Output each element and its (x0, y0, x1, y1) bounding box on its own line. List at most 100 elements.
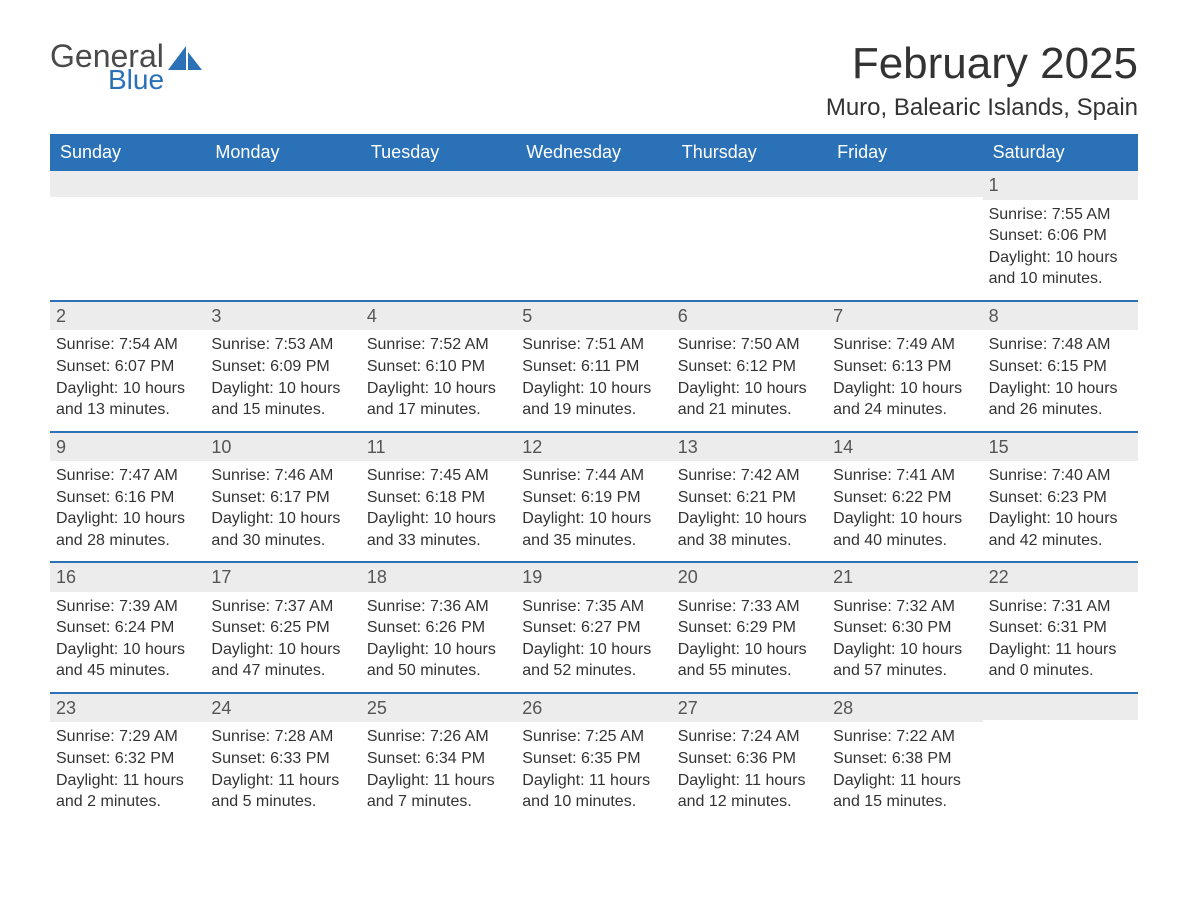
sunset-value: 6:27 PM (581, 619, 641, 636)
sunset-value: 6:24 PM (115, 619, 175, 636)
daylight: Daylight: 10 hours and 15 minutes. (211, 378, 354, 421)
sunrise-label: Sunrise: (522, 598, 585, 615)
sunset-value: 6:06 PM (1047, 227, 1107, 244)
sunset: Sunset: 6:23 PM (989, 487, 1132, 509)
day-number: 15 (983, 433, 1138, 461)
sunset: Sunset: 6:11 PM (522, 356, 665, 378)
sunrise: Sunrise: 7:54 AM (56, 334, 199, 356)
daylight-label: Daylight: (367, 641, 434, 658)
sunrise: Sunrise: 7:25 AM (522, 726, 665, 748)
daylight: Daylight: 10 hours and 26 minutes. (989, 378, 1132, 421)
sunset-value: 6:30 PM (892, 619, 952, 636)
sunset-label: Sunset: (678, 619, 737, 636)
daylight: Daylight: 10 hours and 52 minutes. (522, 639, 665, 682)
sunrise-label: Sunrise: (522, 728, 585, 745)
sunrise-label: Sunrise: (56, 467, 119, 484)
sunrise-value: 7:52 AM (430, 336, 489, 353)
sunset-label: Sunset: (56, 489, 115, 506)
sunset-label: Sunset: (367, 489, 426, 506)
logo-blue: Blue (108, 66, 164, 94)
sunrise-label: Sunrise: (522, 336, 585, 353)
daylight: Daylight: 10 hours and 35 minutes. (522, 508, 665, 551)
sunrise-label: Sunrise: (678, 467, 741, 484)
sunset-value: 6:33 PM (270, 750, 330, 767)
daylight: Daylight: 11 hours and 0 minutes. (989, 639, 1132, 682)
sunset-label: Sunset: (678, 489, 737, 506)
day-number (827, 171, 982, 197)
daylight-label: Daylight: (211, 641, 278, 658)
sunrise-label: Sunrise: (522, 467, 585, 484)
sunrise-value: 7:37 AM (275, 598, 334, 615)
day-number: 5 (516, 302, 671, 330)
sunset-label: Sunset: (211, 489, 270, 506)
sunset-label: Sunset: (56, 750, 115, 767)
day-number: 13 (672, 433, 827, 461)
day-number: 10 (205, 433, 360, 461)
daylight-label: Daylight: (833, 380, 900, 397)
sunset-label: Sunset: (833, 489, 892, 506)
sunrise-label: Sunrise: (678, 598, 741, 615)
sunset-value: 6:34 PM (426, 750, 486, 767)
day-number: 1 (983, 171, 1138, 199)
sunrise: Sunrise: 7:22 AM (833, 726, 976, 748)
sunrise: Sunrise: 7:48 AM (989, 334, 1132, 356)
sunset: Sunset: 6:29 PM (678, 617, 821, 639)
sunset-value: 6:31 PM (1047, 619, 1107, 636)
sunrise-value: 7:31 AM (1052, 598, 1111, 615)
day-number (516, 171, 671, 197)
sunset: Sunset: 6:09 PM (211, 356, 354, 378)
title-block: February 2025 Muro, Balearic Islands, Sp… (826, 40, 1138, 122)
empty-cell (516, 171, 671, 300)
day-number: 26 (516, 694, 671, 722)
sunset: Sunset: 6:19 PM (522, 487, 665, 509)
day-number: 23 (50, 694, 205, 722)
sunrise: Sunrise: 7:35 AM (522, 596, 665, 618)
daylight-label: Daylight: (56, 510, 123, 527)
daylight: Daylight: 11 hours and 7 minutes. (367, 770, 510, 813)
sunset: Sunset: 6:10 PM (367, 356, 510, 378)
sunset-label: Sunset: (211, 358, 270, 375)
day-cell: 9Sunrise: 7:47 AMSunset: 6:16 PMDaylight… (50, 433, 205, 562)
sunset-label: Sunset: (367, 619, 426, 636)
daylight-label: Daylight: (56, 380, 123, 397)
week-row: 23Sunrise: 7:29 AMSunset: 6:32 PMDayligh… (50, 692, 1138, 823)
day-cell: 20Sunrise: 7:33 AMSunset: 6:29 PMDayligh… (672, 563, 827, 692)
day-number: 9 (50, 433, 205, 461)
day-cell: 3Sunrise: 7:53 AMSunset: 6:09 PMDaylight… (205, 302, 360, 431)
sunset: Sunset: 6:36 PM (678, 748, 821, 770)
dow-cell: Wednesday (516, 134, 671, 171)
sunrise: Sunrise: 7:37 AM (211, 596, 354, 618)
sunrise: Sunrise: 7:45 AM (367, 465, 510, 487)
sunrise-value: 7:26 AM (430, 728, 489, 745)
dow-row: SundayMondayTuesdayWednesdayThursdayFrid… (50, 134, 1138, 171)
calendar: SundayMondayTuesdayWednesdayThursdayFrid… (50, 134, 1138, 822)
sunrise-value: 7:40 AM (1052, 467, 1111, 484)
sunset-label: Sunset: (678, 750, 737, 767)
sunrise-value: 7:42 AM (741, 467, 800, 484)
sunrise: Sunrise: 7:53 AM (211, 334, 354, 356)
sunset: Sunset: 6:30 PM (833, 617, 976, 639)
daylight-label: Daylight: (833, 510, 900, 527)
day-cell: 4Sunrise: 7:52 AMSunset: 6:10 PMDaylight… (361, 302, 516, 431)
sunset-value: 6:10 PM (426, 358, 486, 375)
day-number: 24 (205, 694, 360, 722)
sunset-label: Sunset: (211, 619, 270, 636)
sunrise-value: 7:28 AM (275, 728, 334, 745)
daylight: Daylight: 10 hours and 40 minutes. (833, 508, 976, 551)
sunrise: Sunrise: 7:55 AM (989, 204, 1132, 226)
sunrise-label: Sunrise: (989, 206, 1052, 223)
sunrise-label: Sunrise: (367, 728, 430, 745)
sunset: Sunset: 6:32 PM (56, 748, 199, 770)
day-cell: 19Sunrise: 7:35 AMSunset: 6:27 PMDayligh… (516, 563, 671, 692)
sunset-label: Sunset: (367, 358, 426, 375)
daylight-label: Daylight: (367, 510, 434, 527)
sunset: Sunset: 6:26 PM (367, 617, 510, 639)
sunrise: Sunrise: 7:39 AM (56, 596, 199, 618)
dow-cell: Friday (827, 134, 982, 171)
daylight: Daylight: 10 hours and 42 minutes. (989, 508, 1132, 551)
sunset-label: Sunset: (522, 489, 581, 506)
daylight-label: Daylight: (989, 249, 1056, 266)
sunset-value: 6:35 PM (581, 750, 641, 767)
sunset-value: 6:18 PM (426, 489, 486, 506)
daylight-label: Daylight: (678, 380, 745, 397)
